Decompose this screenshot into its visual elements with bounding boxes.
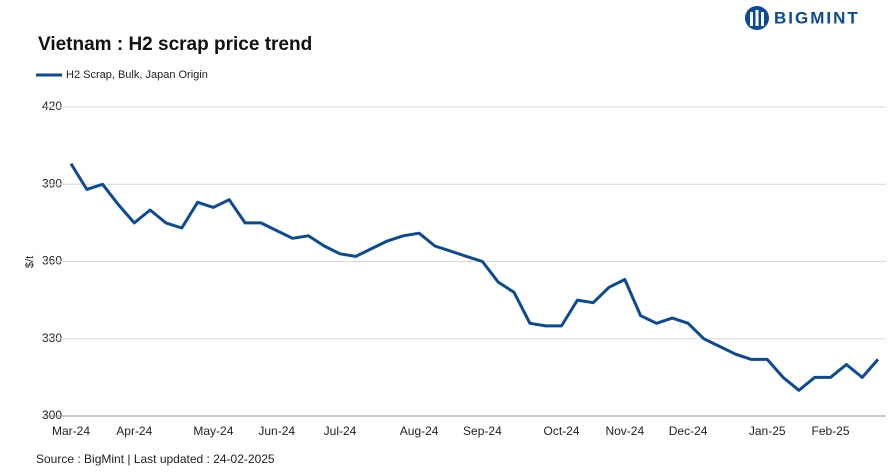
legend-label: H2 Scrap, Bulk, Japan Origin: [66, 69, 208, 81]
x-tick-label: Dec-24: [669, 424, 708, 438]
x-tick-label: Sep-24: [463, 424, 502, 438]
brand: BIGMINT: [774, 8, 860, 27]
logo: BIGMINT: [745, 6, 860, 30]
y-tick-label: 360: [42, 254, 62, 268]
x-tick-label: Jul-24: [324, 424, 357, 438]
y-tick-label: 330: [42, 331, 62, 345]
x-tick-label: Oct-24: [544, 424, 580, 438]
y-tick-label: 420: [42, 99, 62, 113]
y-tick-label: 390: [42, 176, 62, 190]
x-tick-label: Jun-24: [258, 424, 295, 438]
data-line: [69, 162, 880, 392]
x-tick-label: Jan-25: [749, 424, 786, 438]
x-tick-label: Mar-24: [52, 424, 90, 438]
x-tick-label: Aug-24: [400, 424, 439, 438]
x-tick-label: May-24: [193, 424, 233, 438]
y-tick-label: 300: [42, 408, 62, 422]
x-tick-label: Nov-24: [605, 424, 644, 438]
chart-title: Vietnam : H2 scrap price trend: [38, 34, 312, 55]
x-tick-label: Feb-25: [812, 424, 850, 438]
source: Source : BigMint | Last updated : 24-02-…: [36, 452, 275, 466]
y-axis-label: $/t: [24, 256, 36, 268]
x-tick-label: Apr-24: [116, 424, 152, 438]
